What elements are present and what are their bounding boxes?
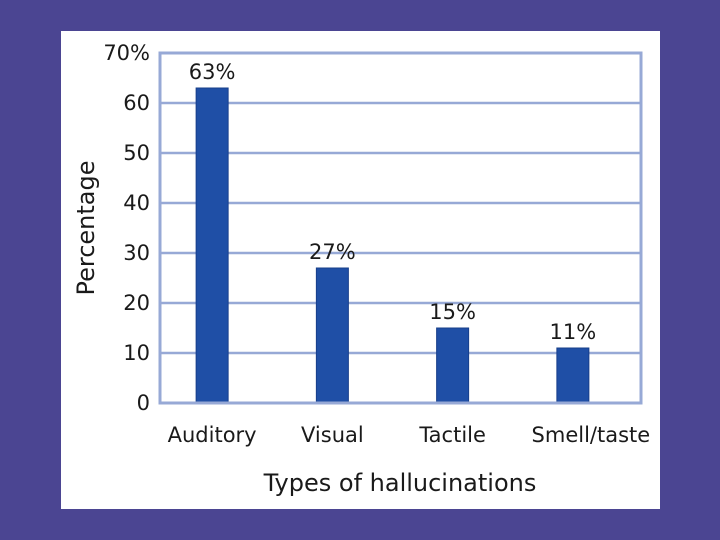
gridlines [160, 101, 641, 355]
bar-auditory [195, 87, 229, 404]
x-category-label: Auditory [168, 423, 257, 447]
data-label: 27% [309, 240, 356, 264]
x-category-label: Smell/taste [532, 423, 651, 447]
bar-visual [315, 267, 349, 404]
bar-smell-taste [556, 347, 590, 404]
data-label: 11% [550, 320, 597, 344]
y-tick-label: 20 [123, 291, 150, 315]
y-tick-label: 50 [123, 141, 150, 165]
data-label: 63% [189, 60, 236, 84]
y-tick-label: 40 [123, 191, 150, 215]
x-category-label: Tactile [418, 423, 486, 447]
data-labels: 63% 27% 15% 11% [189, 60, 596, 344]
bar-tactile [436, 327, 470, 404]
plot-frame [158, 51, 643, 405]
y-tick-label: 60 [123, 91, 150, 115]
y-tick-label: 10 [123, 341, 150, 365]
bars [195, 87, 590, 404]
y-tick-labels: 0 10 20 30 40 50 60 70% [103, 41, 150, 415]
y-tick-label: 0 [137, 391, 150, 415]
x-axis-label: Types of hallucinations [263, 469, 537, 497]
plot-border [158, 51, 643, 405]
y-tick-label: 30 [123, 241, 150, 265]
y-axis-label: Percentage [72, 160, 100, 295]
y-tick-label: 70% [103, 41, 150, 65]
x-category-label: Visual [301, 423, 364, 447]
data-label: 15% [429, 300, 476, 324]
x-category-labels: Auditory Visual Tactile Smell/taste [168, 423, 651, 447]
